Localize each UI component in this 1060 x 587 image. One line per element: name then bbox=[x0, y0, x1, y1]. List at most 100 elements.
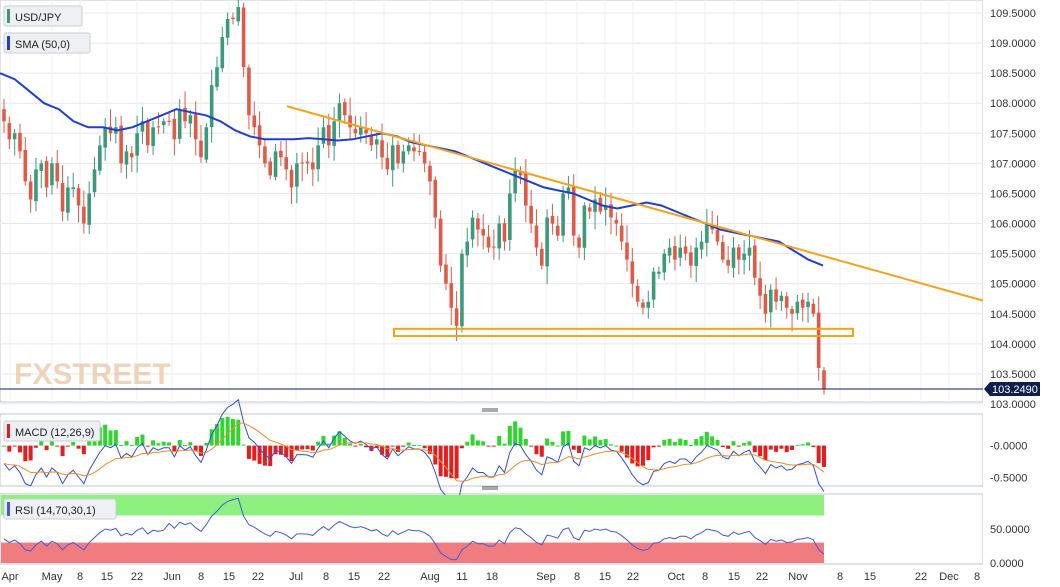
panel-resize-handle-2[interactable] bbox=[482, 486, 498, 490]
sma-label[interactable]: SMA (50,0) bbox=[3, 32, 91, 54]
price-tick-label: 103.5000 bbox=[990, 369, 1036, 381]
macd-histogram-bar bbox=[640, 445, 645, 466]
candle-body bbox=[513, 169, 517, 194]
rsi-tick-label: 50.0000 bbox=[990, 524, 1030, 536]
candle-body bbox=[646, 301, 651, 308]
candle-body bbox=[284, 157, 289, 170]
macd-histogram-bar bbox=[49, 441, 54, 446]
date-tick-label: Apr bbox=[1, 571, 18, 583]
candle-body bbox=[417, 151, 422, 153]
candle-body bbox=[98, 145, 102, 171]
last-price-text: 103.2490 bbox=[992, 384, 1038, 396]
macd-histogram-bar bbox=[486, 445, 491, 447]
candle-body bbox=[273, 151, 278, 177]
candle-body bbox=[385, 157, 390, 170]
macd-histogram-bar bbox=[390, 445, 395, 447]
macd-histogram-bar bbox=[470, 434, 475, 446]
date-tick-label: 8 bbox=[198, 571, 204, 583]
macd-histogram-bar bbox=[167, 442, 172, 446]
macd-histogram-bar bbox=[710, 436, 715, 446]
candle-body bbox=[18, 132, 22, 152]
candle-body bbox=[161, 121, 166, 126]
rsi-label[interactable]: RSI (14,70,30,1) bbox=[3, 498, 117, 520]
macd-histogram-bar bbox=[465, 441, 470, 446]
macd-group bbox=[2, 398, 826, 512]
macd-histogram-bar bbox=[550, 441, 555, 446]
date-tick-label: 8 bbox=[77, 571, 83, 583]
macd-histogram-bar bbox=[427, 445, 432, 454]
candle-body bbox=[470, 217, 475, 240]
panel-resize-handle-1[interactable] bbox=[482, 408, 498, 412]
macd-histogram-bar bbox=[353, 445, 358, 447]
candle-body bbox=[199, 140, 203, 158]
candle-body bbox=[806, 301, 810, 308]
macd-histogram-bar bbox=[800, 444, 805, 446]
date-tick-label: 22 bbox=[131, 571, 143, 583]
candle-body bbox=[539, 248, 544, 266]
candle-body bbox=[465, 241, 470, 256]
price-tick-label: 104.5000 bbox=[990, 309, 1036, 321]
candle-body bbox=[752, 245, 757, 278]
candle-body bbox=[811, 303, 816, 314]
candle-body bbox=[66, 187, 70, 213]
candle-body bbox=[497, 223, 501, 249]
macd-histogram-bar bbox=[294, 445, 299, 451]
candle-body bbox=[518, 171, 523, 176]
candle-body bbox=[566, 187, 571, 194]
date-tick-label: 8 bbox=[837, 571, 843, 583]
macd-histogram-bar bbox=[609, 444, 614, 446]
candle-body bbox=[380, 140, 384, 158]
macd-histogram-bar bbox=[268, 445, 273, 467]
macd-histogram-bar bbox=[417, 445, 422, 447]
macd-histogram-bar bbox=[396, 445, 401, 452]
symbol-label[interactable]: USD/JPY bbox=[3, 5, 83, 27]
macd-histogram-bar bbox=[71, 441, 76, 446]
price-tick-label: 108.5000 bbox=[990, 68, 1036, 80]
candle-body bbox=[151, 127, 155, 147]
price-tick-label: 108.0000 bbox=[990, 98, 1036, 110]
date-tick-label: 22 bbox=[756, 571, 768, 583]
candle-body bbox=[657, 271, 661, 274]
macd-histogram-bar bbox=[502, 443, 507, 446]
candle-body bbox=[433, 179, 438, 218]
candle-body bbox=[50, 163, 54, 186]
price-tick-label: 109.0000 bbox=[990, 38, 1036, 50]
candle-body bbox=[289, 169, 294, 188]
candle-body bbox=[44, 161, 49, 188]
macd-histogram-bar bbox=[230, 418, 235, 446]
macd-label[interactable]: MACD (12,26,9) bbox=[3, 420, 101, 442]
date-tick-label: Nov bbox=[788, 571, 808, 583]
macd-histogram-bar bbox=[257, 445, 262, 464]
macd-histogram-bar bbox=[305, 445, 310, 450]
macd-tick-label: -0.0000 bbox=[990, 441, 1027, 453]
macd-signal-line bbox=[3, 422, 825, 482]
candle-body bbox=[156, 126, 161, 128]
macd-histogram-bar bbox=[406, 442, 411, 446]
macd-histogram-bar bbox=[337, 431, 342, 446]
price-tick-label: 105.0000 bbox=[990, 279, 1036, 291]
candle-body bbox=[641, 302, 645, 308]
candle-body bbox=[231, 17, 235, 20]
macd-histogram-bar bbox=[806, 442, 811, 446]
candle-body bbox=[476, 218, 480, 230]
price-tick-label: 103.0000 bbox=[990, 399, 1036, 411]
macd-histogram-bar bbox=[614, 445, 619, 447]
macd-histogram-bar bbox=[454, 445, 459, 479]
candle-body bbox=[342, 102, 347, 116]
macd-histogram-bar bbox=[747, 441, 752, 446]
candle-body bbox=[71, 187, 76, 190]
macd-histogram-bar bbox=[12, 445, 17, 447]
macd-histogram-bar bbox=[822, 445, 826, 467]
price-tick-label: 106.0000 bbox=[990, 219, 1036, 231]
candle-body bbox=[103, 127, 107, 148]
date-tick-label: Dec bbox=[939, 571, 959, 583]
candle-body bbox=[492, 246, 496, 248]
rsi-overbought-zone bbox=[1, 495, 824, 516]
macd-histogram-bar bbox=[491, 445, 496, 447]
date-tick-label: 15 bbox=[348, 571, 360, 583]
macd-panel bbox=[0, 413, 984, 487]
macd-histogram-bar bbox=[284, 445, 289, 458]
macd-histogram-bar bbox=[784, 445, 789, 453]
candle-body bbox=[561, 193, 565, 236]
macd-histogram-bar bbox=[763, 445, 768, 461]
